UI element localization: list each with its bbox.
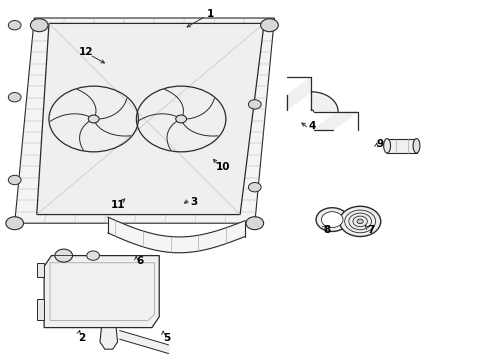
Polygon shape xyxy=(50,263,154,320)
Circle shape xyxy=(248,183,261,192)
Circle shape xyxy=(6,217,24,230)
Ellipse shape xyxy=(413,139,420,153)
Polygon shape xyxy=(37,299,44,320)
Text: 11: 11 xyxy=(110,200,125,210)
Text: 2: 2 xyxy=(78,333,85,343)
Polygon shape xyxy=(387,139,416,153)
Circle shape xyxy=(87,251,99,260)
Circle shape xyxy=(176,115,187,123)
Circle shape xyxy=(246,217,264,230)
Circle shape xyxy=(55,249,73,262)
Polygon shape xyxy=(37,263,44,277)
Circle shape xyxy=(261,19,278,32)
Polygon shape xyxy=(37,23,264,215)
Circle shape xyxy=(8,93,21,102)
Circle shape xyxy=(316,208,348,231)
Ellipse shape xyxy=(384,139,391,153)
Text: 9: 9 xyxy=(376,139,383,149)
Polygon shape xyxy=(44,256,159,328)
Polygon shape xyxy=(100,328,118,349)
Text: 4: 4 xyxy=(309,121,317,131)
Circle shape xyxy=(8,21,21,30)
Polygon shape xyxy=(311,92,338,112)
Text: 8: 8 xyxy=(324,225,331,235)
Polygon shape xyxy=(15,18,274,223)
Circle shape xyxy=(321,212,343,228)
Circle shape xyxy=(340,206,381,237)
Circle shape xyxy=(248,100,261,109)
Text: 6: 6 xyxy=(136,256,143,266)
Circle shape xyxy=(88,115,99,123)
Circle shape xyxy=(30,19,48,32)
Text: 10: 10 xyxy=(216,162,230,172)
Text: 12: 12 xyxy=(78,47,93,57)
Text: 7: 7 xyxy=(368,225,375,235)
Text: 3: 3 xyxy=(190,197,197,207)
Text: 1: 1 xyxy=(207,9,214,19)
Circle shape xyxy=(8,175,21,185)
Circle shape xyxy=(357,219,363,224)
Polygon shape xyxy=(287,77,311,110)
Polygon shape xyxy=(314,112,358,130)
Text: 5: 5 xyxy=(163,333,170,343)
